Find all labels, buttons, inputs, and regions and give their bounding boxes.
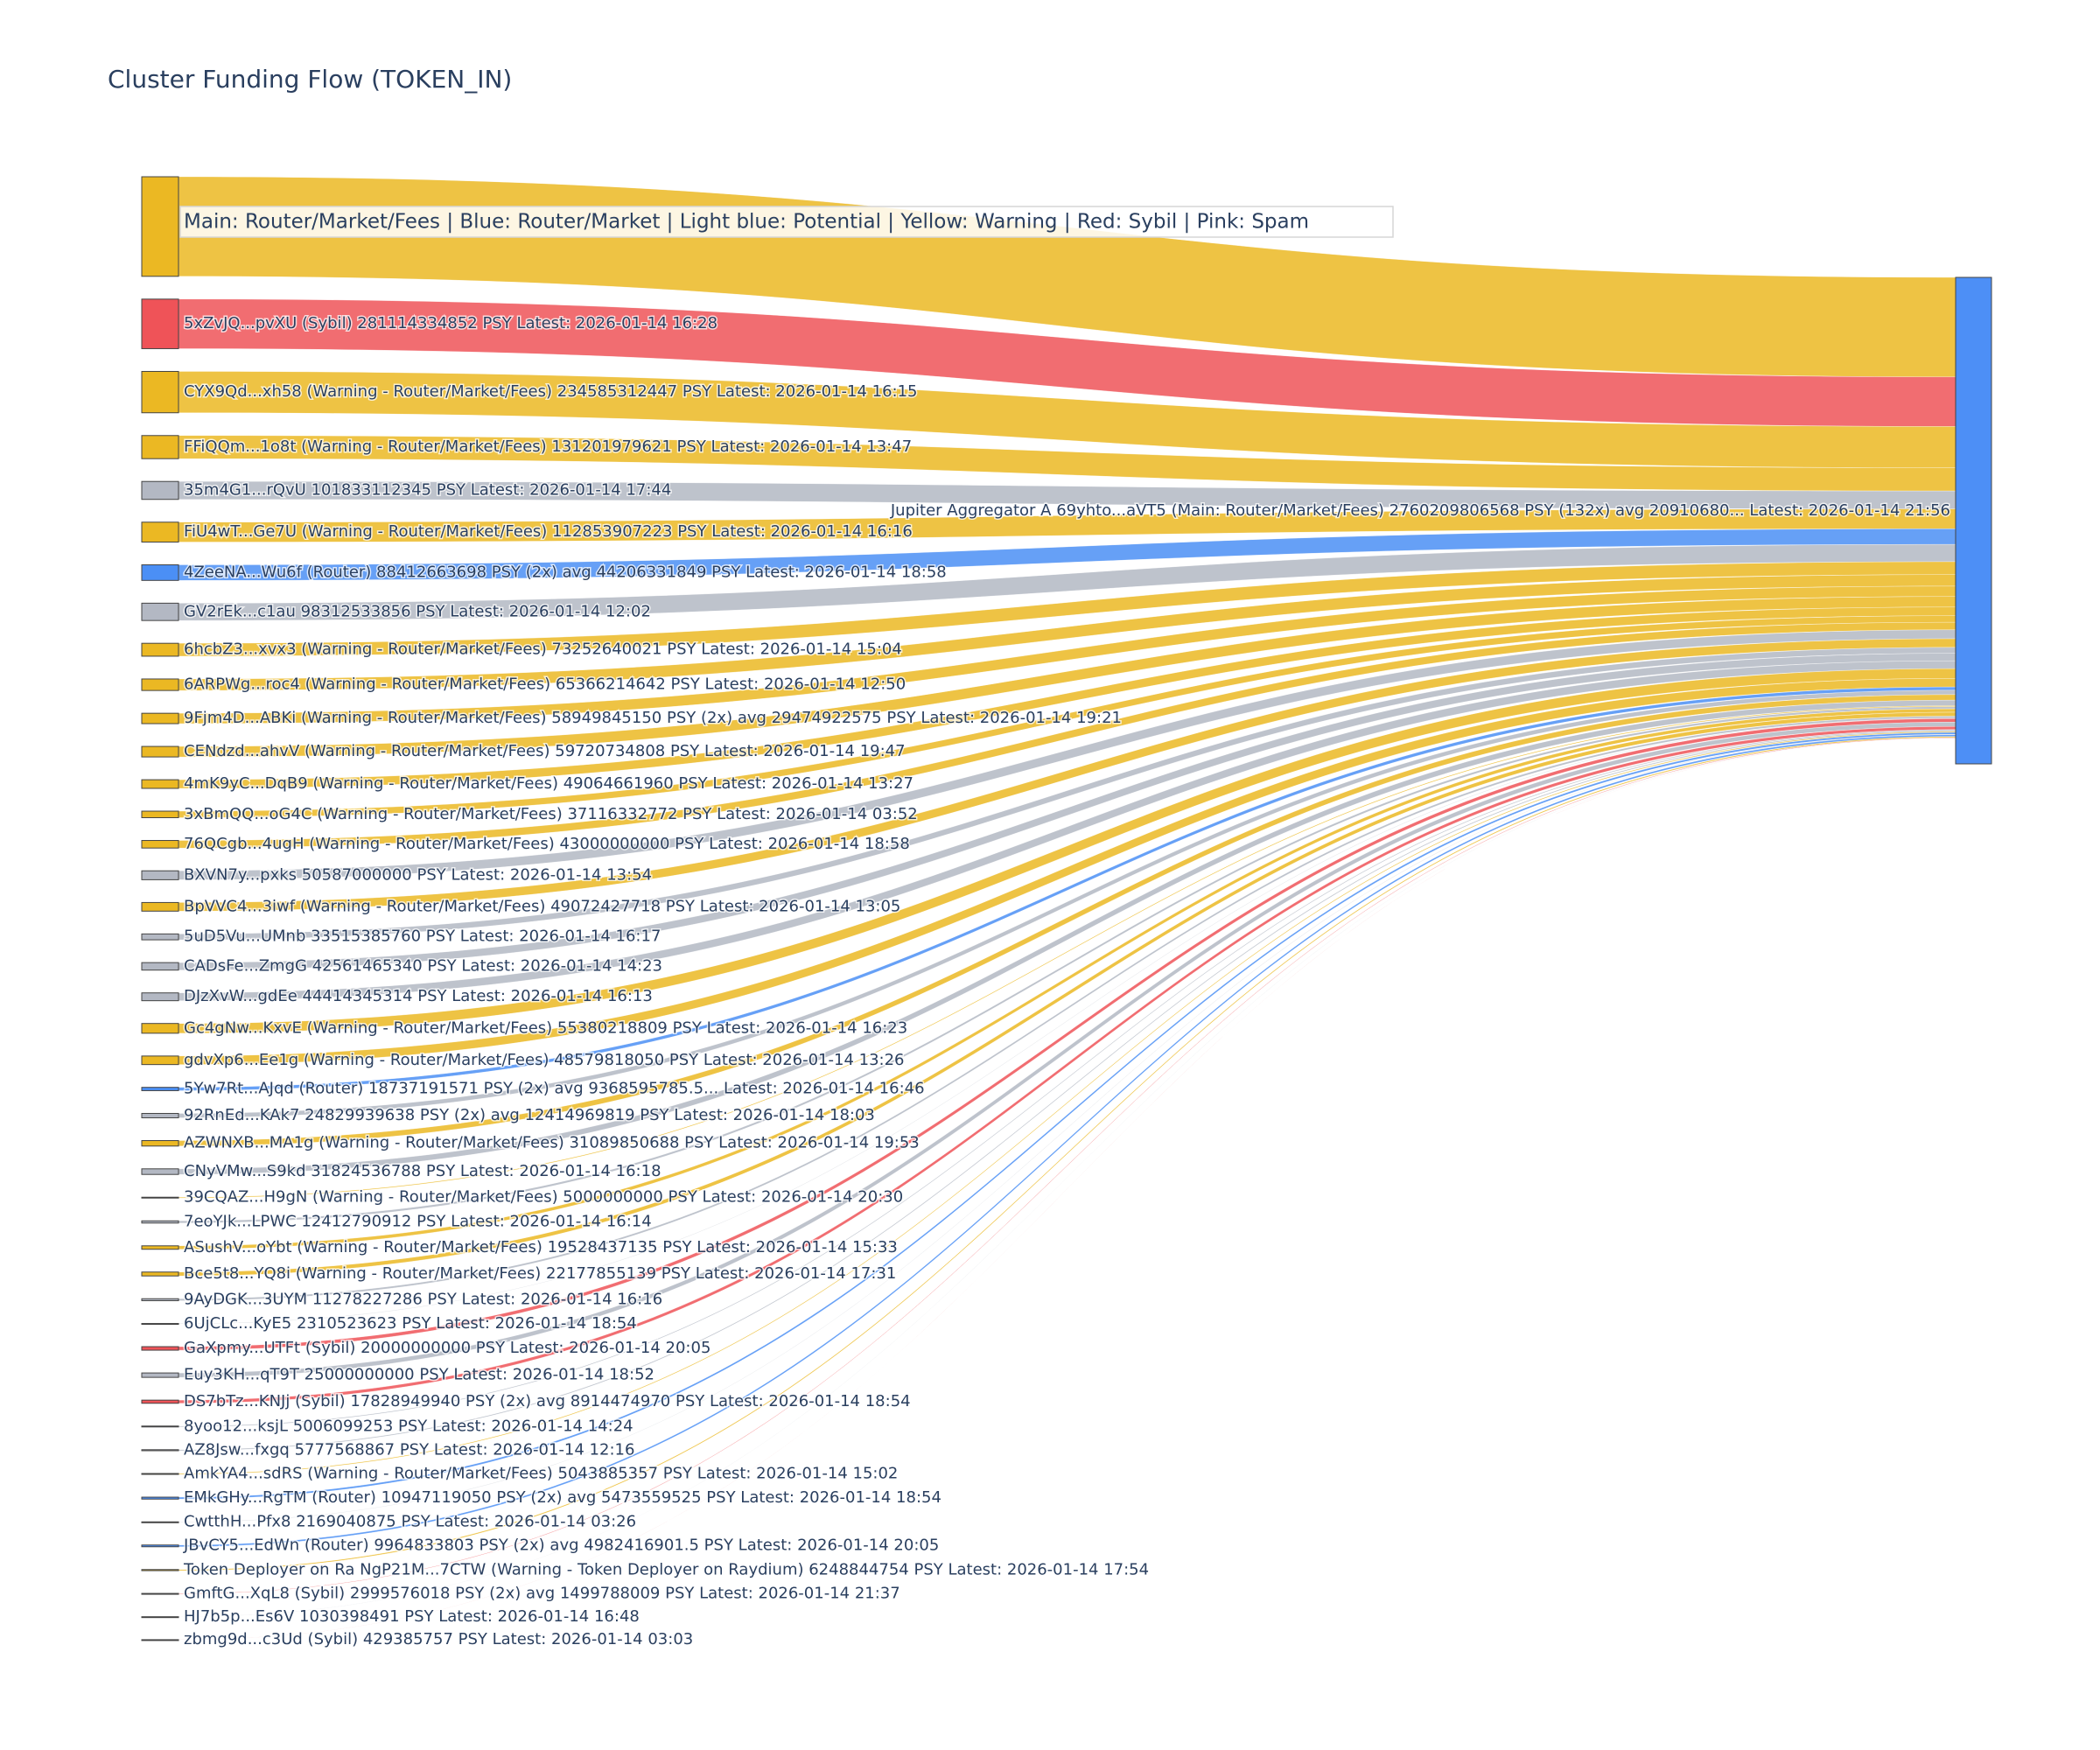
annotation-box	[179, 206, 1394, 238]
chart-title: Cluster Funding Flow (TOKEN_IN)	[108, 65, 512, 94]
source-node	[141, 1140, 179, 1147]
source-node	[141, 1346, 179, 1351]
source-node	[141, 840, 179, 849]
source-label: 76QCgb...4ugH (Warning - Router/Market/F…	[184, 835, 910, 853]
source-label: 6hcbZ3...xvx3 (Warning - Router/Market/F…	[184, 640, 902, 659]
source-node	[141, 1196, 179, 1199]
source-node	[141, 1220, 179, 1224]
source-node	[141, 522, 179, 542]
source-label: Bce5t8...YQ8i (Warning - Router/Market/F…	[184, 1264, 896, 1283]
source-node	[141, 1569, 179, 1572]
source-node	[141, 992, 179, 1002]
source-node	[141, 1592, 179, 1595]
source-label: 4ZeeNA...Wu6f (Router) 88412663698 PSY (…	[184, 563, 947, 581]
source-label: JBvCY5...EdWn (Router) 9964833803 PSY (2…	[183, 1536, 939, 1555]
source-label: CYX9Qd...xh58 (Warning - Router/Market/F…	[184, 382, 918, 401]
source-label: FiU4wT...Ge7U (Warning - Router/Market/F…	[184, 522, 913, 541]
source-node	[141, 1087, 179, 1091]
source-node	[141, 712, 179, 724]
source-label: CADsFe...ZmgG 42561465340 PSY Latest: 20…	[184, 956, 662, 975]
source-label: Euy3KH...qT9T 25000000000 PSY Latest: 20…	[184, 1366, 654, 1384]
target-node	[1955, 276, 1992, 765]
source-node	[141, 435, 179, 459]
source-label: 8yoo12...ksjL 5006099253 PSY Latest: 202…	[184, 1417, 634, 1435]
target-label: Jupiter Aggregator A 69yhto...aVT5 (Main…	[890, 501, 1950, 520]
source-node	[141, 1023, 179, 1034]
source-node	[141, 779, 179, 789]
source-node	[141, 1245, 179, 1250]
source-node	[141, 1425, 179, 1428]
source-label: GV2rEk...c1au 98312533856 PSY Latest: 20…	[184, 602, 651, 620]
source-label: 5uD5Vu...UMnb 33515385760 PSY Latest: 20…	[184, 928, 661, 946]
source-node	[141, 1399, 179, 1404]
labels: Jupiter Aggregator A 69yhto...aVT5 (Main…	[182, 313, 1952, 1650]
source-node	[141, 1544, 179, 1548]
source-node	[141, 602, 179, 621]
source-label: 35m4G1...rQvU 101833112345 PSY Latest: 2…	[184, 480, 671, 499]
source-label: BpVVC4...3iwf (Warning - Router/Market/F…	[184, 897, 900, 915]
source-label: DJzXvW...gdEe 44414345314 PSY Latest: 20…	[184, 987, 653, 1005]
source-node	[141, 870, 179, 880]
source-node	[141, 298, 179, 349]
source-label: AmkYA4...sdRS (Warning - Router/Market/F…	[184, 1465, 898, 1483]
source-label: GaXpmy...UTFt (Sybil) 20000000000 PSY La…	[184, 1339, 710, 1357]
source-label: zbmg9d...c3Ud (Sybil) 429385757 PSY Late…	[184, 1630, 693, 1648]
source-node	[141, 1496, 179, 1500]
source-label: Gc4gNw...KxvE (Warning - Router/Market/F…	[184, 1018, 907, 1037]
source-node	[141, 933, 179, 941]
source-label: 9Fjm4D...ABKi (Warning - Router/Market/F…	[184, 709, 1122, 727]
source-label: DS7bTz...KNJj (Sybil) 17828949940 PSY (2…	[184, 1392, 911, 1410]
source-label: 6ARPWg...roc4 (Warning - Router/Market/F…	[184, 676, 906, 694]
source-node	[141, 962, 179, 971]
source-node	[141, 1323, 179, 1326]
annotation: Main: Router/Market/Fees | Blue: Router/…	[184, 211, 1309, 234]
source-node	[141, 642, 179, 657]
source-node	[141, 1168, 179, 1175]
source-label: 4mK9yC...DqB9 (Warning - Router/Market/F…	[184, 774, 914, 793]
links	[178, 176, 1956, 1641]
source-label: CENdzd...ahvV (Warning - Router/Market/F…	[184, 742, 906, 760]
source-node	[141, 810, 179, 819]
source-label: 5xZvJQ...pvXU (Sybil) 281114334852 PSY L…	[184, 314, 718, 332]
source-label: CwtthH...Pfx8 2169040875 PSY Latest: 202…	[184, 1512, 636, 1530]
source-node	[141, 1616, 179, 1619]
source-label: ASushV...oYbt (Warning - Router/Market/F…	[184, 1238, 898, 1256]
source-node	[141, 1112, 179, 1118]
source-node	[141, 1055, 179, 1066]
source-label: EMkGHy...RgTM (Router) 10947119050 PSY (…	[184, 1488, 942, 1507]
source-label: 39CQAZ...H9gN (Warning - Router/Market/F…	[184, 1188, 903, 1207]
source-label: 6UjCLc...KyE5 2310523623 PSY Latest: 202…	[184, 1314, 637, 1333]
source-node	[141, 678, 179, 691]
source-label: BXVN7y...pxks 50587000000 PSY Latest: 20…	[184, 865, 652, 884]
source-label: 3xBmQQ...oG4C (Warning - Router/Market/F…	[184, 805, 918, 823]
source-node	[141, 901, 179, 912]
source-node	[141, 1372, 179, 1378]
source-label: 9AyDGK...3UYM 11278227286 PSY Latest: 20…	[184, 1290, 662, 1308]
source-label: gdvXp6...Ee1g (Warning - Router/Market/F…	[184, 1051, 905, 1069]
source-label: 92RnEd...KAk7 24829939638 PSY (2x) avg 1…	[184, 1106, 875, 1124]
source-node	[141, 1449, 179, 1452]
source-node	[141, 746, 179, 758]
source-label: HJ7b5p...Es6V 1030398491 PSY Latest: 202…	[184, 1607, 640, 1626]
source-label: 5Yw7Rt...AJqd (Router) 18737191571 PSY (…	[184, 1080, 925, 1098]
source-node	[141, 176, 179, 277]
source-node	[141, 370, 179, 414]
source-label: 7eoYJk...LPWC 12412790912 PSY Latest: 20…	[184, 1213, 652, 1231]
source-label: AZWNXB...MA1g (Warning - Router/Market/F…	[184, 1134, 920, 1152]
source-label: GmftG...XqL8 (Sybil) 2999576018 PSY (2x)…	[184, 1584, 900, 1602]
source-node	[141, 480, 179, 500]
source-node	[141, 1639, 179, 1642]
source-node	[141, 1298, 179, 1302]
source-node	[141, 564, 179, 581]
nodes	[141, 176, 1992, 1642]
source-label: FFiQQm...1o8t (Warning - Router/Market/F…	[184, 438, 912, 456]
source-label: CNyVMw...S9kd 31824536788 PSY Latest: 20…	[184, 1162, 662, 1180]
source-label: AZ8Jsw...fxgq 5777568867 PSY Latest: 202…	[184, 1440, 634, 1459]
source-node	[141, 1271, 179, 1277]
source-label: Token Deployer on Ra NgP21M...7CTW (Warn…	[183, 1560, 1149, 1578]
